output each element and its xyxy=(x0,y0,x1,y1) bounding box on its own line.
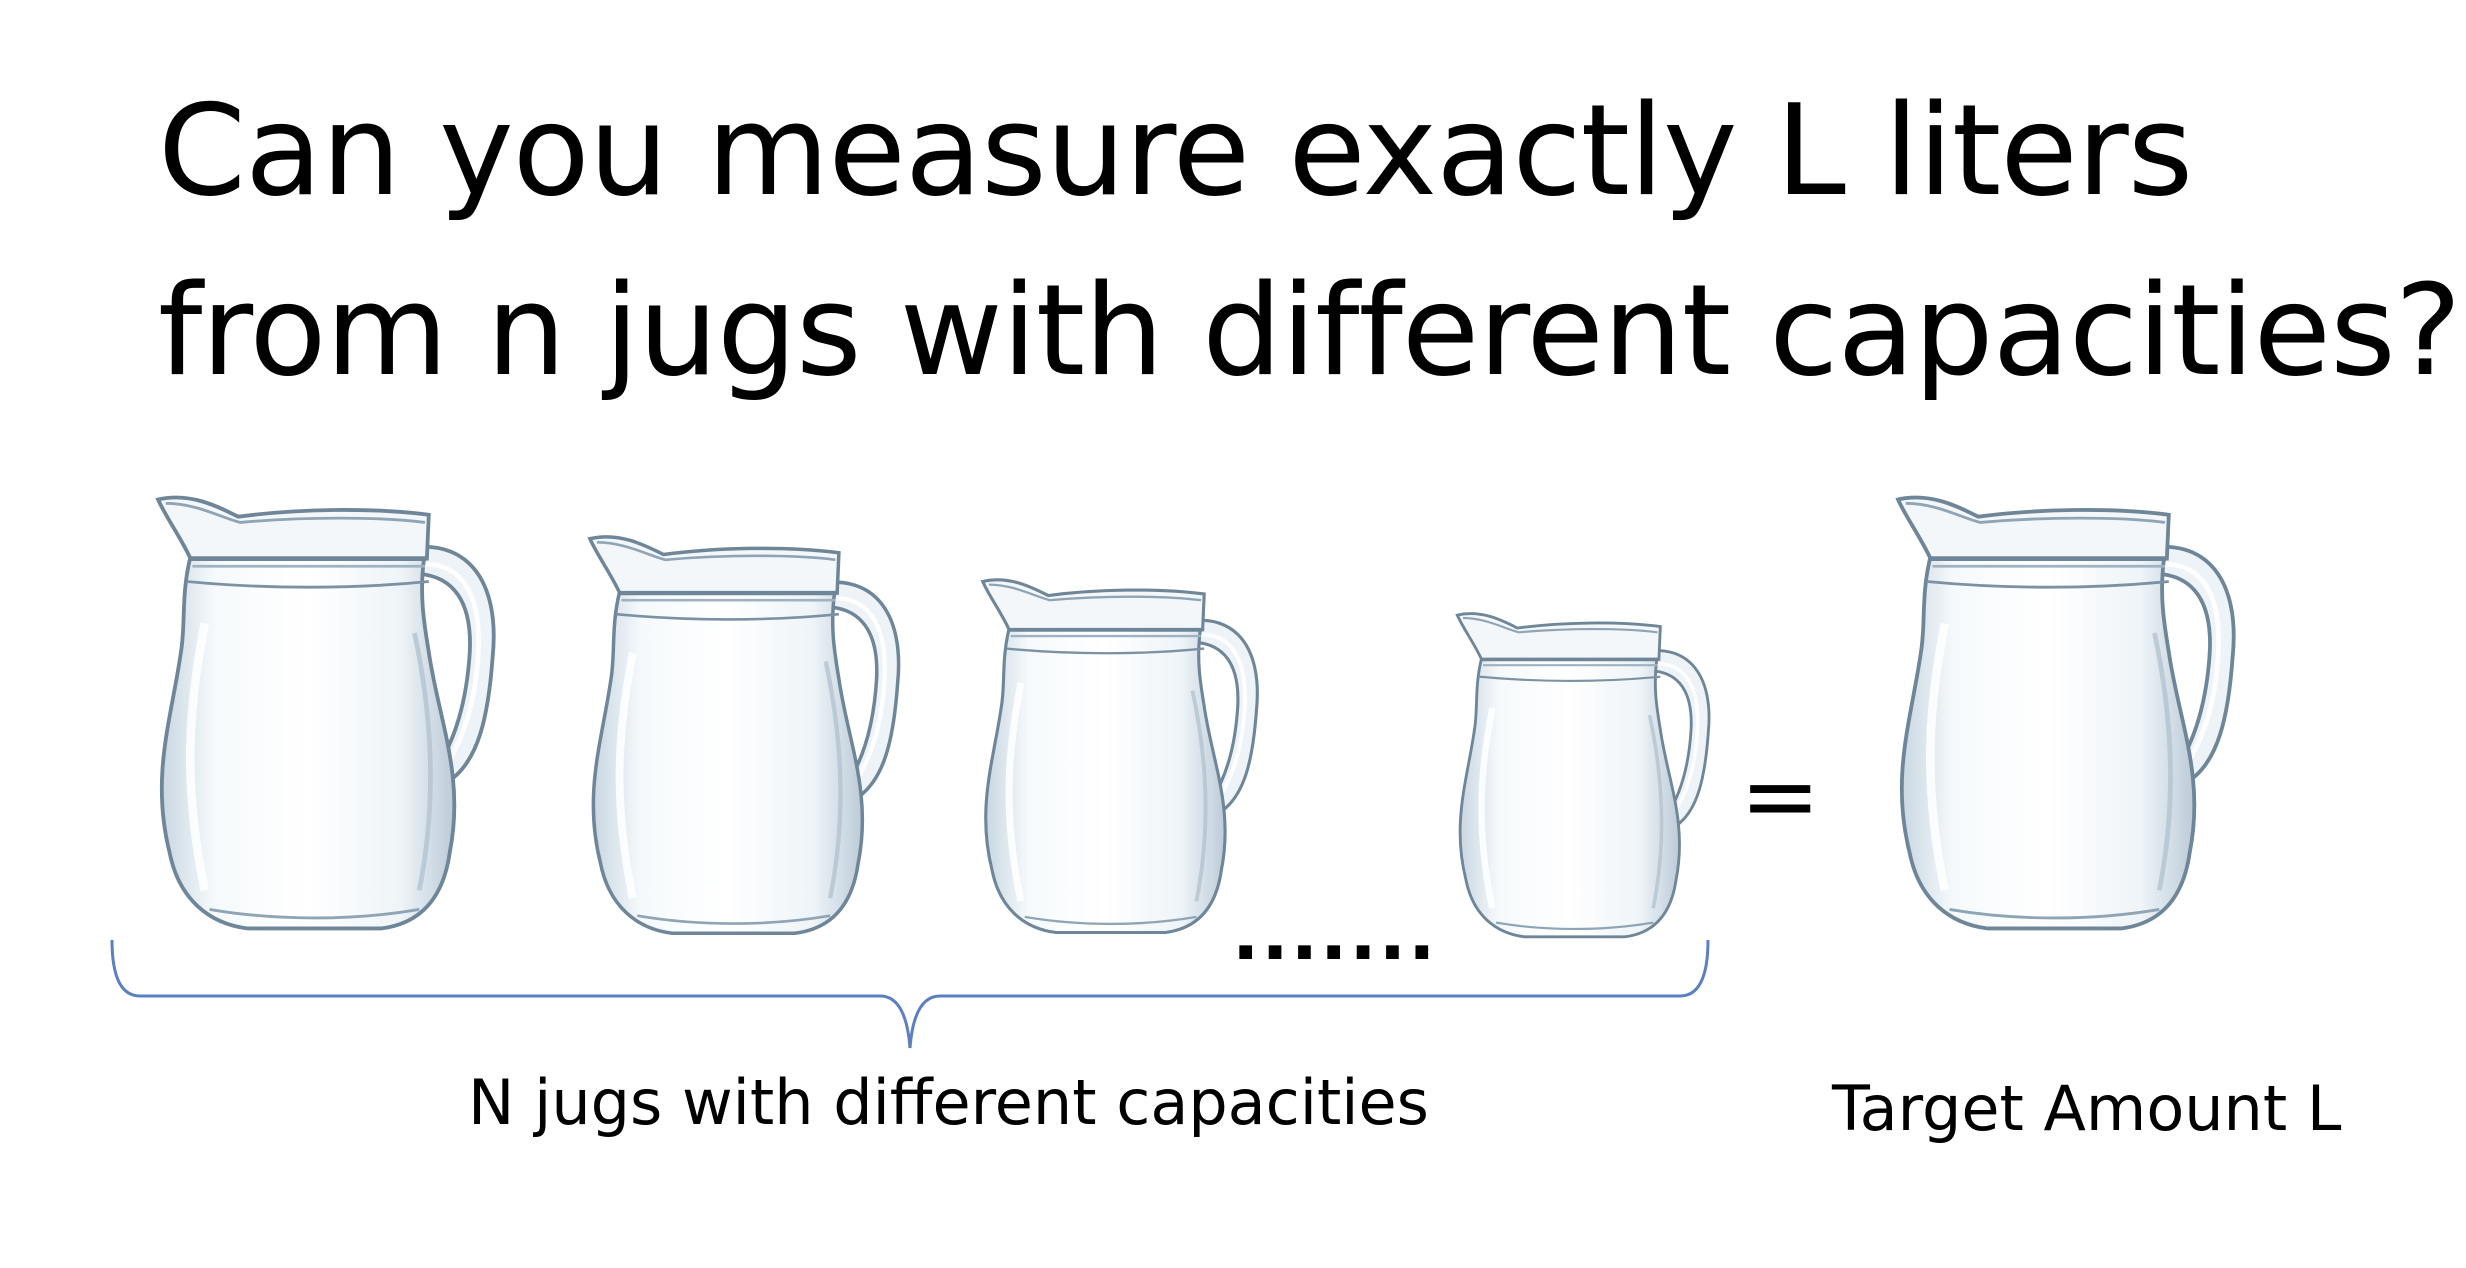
target-label: Target Amount L xyxy=(1832,1072,2342,1145)
brace-label: N jugs with different capacities xyxy=(468,1066,1429,1139)
jug-2-icon xyxy=(582,530,938,942)
jug-n-icon xyxy=(1452,608,1740,944)
jug-3-icon xyxy=(978,572,1290,942)
ellipsis: ....... xyxy=(1232,892,1438,976)
title-line-2: from n jugs with different capacities? xyxy=(158,257,2462,404)
equals-sign: = xyxy=(1740,740,1821,852)
target-jug-icon xyxy=(1890,490,2276,938)
curly-brace xyxy=(110,939,1710,1049)
title-line-1: Can you measure exactly L liters xyxy=(158,77,2193,224)
jug-1-icon xyxy=(150,490,536,938)
